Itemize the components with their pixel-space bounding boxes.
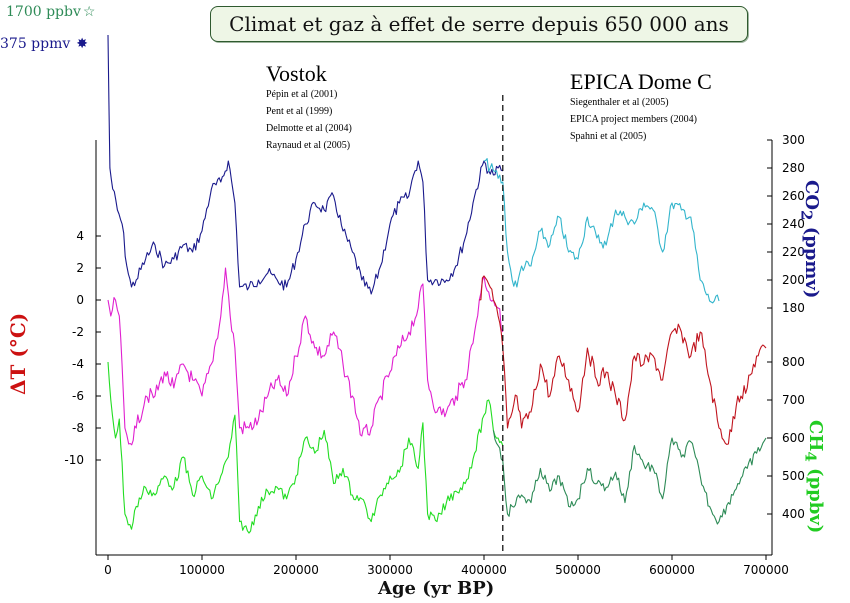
axes-layer: 0 100000 200000 300000 400000 500000 600000 700… <box>64 95 805 577</box>
epica-label-block: EPICA Dome C Siegenthaler et al (2005) E… <box>570 70 712 145</box>
co2-tick-label: 260 <box>782 189 805 203</box>
epica-ref: EPICA project members (2004) <box>570 114 697 125</box>
x-tick-label: 300000 <box>367 563 413 577</box>
epica-ref: Spahni et al (2005) <box>570 131 647 142</box>
co2-today-annotation: 375 ppmv ✸ <box>0 36 88 52</box>
ch4-axis-title: CH4 (ppbv) <box>801 420 826 534</box>
temperature-tick-label: 0 <box>76 293 84 307</box>
temperature-tick-label: -2 <box>72 325 84 339</box>
x-tick-label: 100000 <box>179 563 225 577</box>
series-line-temperature-vostok <box>107 267 504 446</box>
ch4-tick-label: 800 <box>782 355 805 369</box>
temperature-tick-label: -10 <box>64 453 84 467</box>
vostok-ref: Raynaud et al (2005) <box>266 140 351 151</box>
co2-tick-label: 200 <box>782 273 805 287</box>
vostok-label-block: Vostok Pépin et al (2001) Pent et al (19… <box>266 62 352 154</box>
series-line-ch4-vostok <box>107 361 504 534</box>
x-tick-label: 600000 <box>649 563 695 577</box>
star-burst-icon: ✸ <box>76 36 89 52</box>
co2-today-label: 375 ppmv <box>0 36 71 52</box>
temperature-tick-label: 2 <box>76 261 84 275</box>
epica-ref: Siegenthaler et al (2005) <box>570 97 669 108</box>
ch4-tick-label: 700 <box>782 393 805 407</box>
ch4-today-annotation: 1700 ppbv ☆ <box>6 4 95 20</box>
series-line-co2-vostok <box>107 34 503 295</box>
co2-tick-label: 300 <box>782 133 805 147</box>
star-outline-icon: ☆ <box>82 4 96 20</box>
ch4-today-label: 1700 ppbv <box>6 4 81 20</box>
x-tick-label: 400000 <box>461 563 507 577</box>
x-tick-label: 200000 <box>273 563 319 577</box>
series-line-ch4-epica <box>492 430 767 525</box>
vostok-ref: Delmotte et al (2004) <box>266 123 352 134</box>
x-axis-title: Age (yr BP) <box>378 578 495 599</box>
temperature-tick-label: 4 <box>76 229 84 243</box>
series-layer <box>107 34 767 534</box>
x-tick-label: 500000 <box>555 563 601 577</box>
x-tick-label: 700000 <box>743 563 789 577</box>
co2-tick-label: 220 <box>782 245 805 259</box>
series-line-temperature-epica <box>479 275 767 445</box>
temperature-tick-label: -4 <box>72 357 84 371</box>
series-line-co2-epica <box>483 158 720 304</box>
epica-name: EPICA Dome C <box>570 69 712 94</box>
temperature-axis-title: ΔT (°C) <box>6 312 30 395</box>
temperature-tick-label: -6 <box>72 389 84 403</box>
co2-axis-title: CO2 (ppmv) <box>797 180 822 299</box>
vostok-ref: Pent et al (1999) <box>266 106 333 117</box>
co2-tick-label: 240 <box>782 217 805 231</box>
co2-tick-label: 280 <box>782 161 805 175</box>
vostok-name: Vostok <box>266 61 327 86</box>
co2-tick-label: 180 <box>782 301 805 315</box>
ch4-tick-label: 600 <box>782 431 805 445</box>
temperature-tick-label: -8 <box>72 421 84 435</box>
x-tick-label: 0 <box>104 563 112 577</box>
ch4-tick-label: 500 <box>782 469 805 483</box>
ch4-tick-label: 400 <box>782 507 805 521</box>
chart-title: Climat et gaz à effet de serre depuis 65… <box>210 6 748 42</box>
vostok-ref: Pépin et al (2001) <box>266 89 338 100</box>
